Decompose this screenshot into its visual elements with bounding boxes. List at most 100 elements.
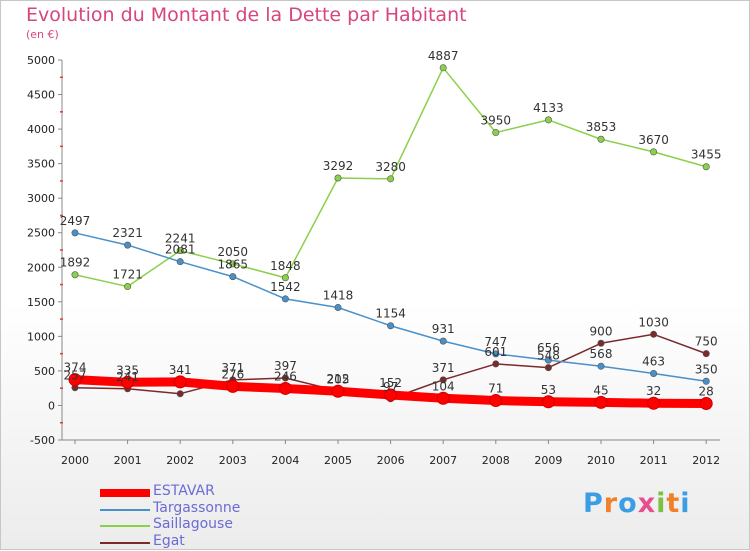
logo-letter: i bbox=[680, 488, 691, 519]
data-point-estavar bbox=[226, 379, 240, 393]
legend-label: ESTAVAR bbox=[153, 483, 215, 499]
data-point-saillagouse bbox=[702, 163, 710, 171]
data-label-targassonne: 656 bbox=[537, 341, 560, 355]
logo-letter: x bbox=[637, 488, 657, 519]
data-label-targassonne: 1154 bbox=[375, 307, 406, 321]
data-label-saillagouse: 3853 bbox=[586, 120, 617, 134]
data-point-saillagouse bbox=[387, 175, 395, 183]
data-point-targassonne bbox=[439, 337, 447, 345]
data-label-estavar: 104 bbox=[432, 379, 455, 393]
data-point-targassonne bbox=[334, 303, 342, 311]
data-label-egat: 548 bbox=[537, 349, 560, 363]
data-label-estavar: 335 bbox=[116, 363, 139, 377]
legend-item-saillagouse: Saillagouse bbox=[100, 516, 360, 534]
data-point-saillagouse bbox=[229, 260, 237, 268]
data-label-targassonne: 747 bbox=[484, 335, 507, 349]
data-label-egat: 212 bbox=[327, 372, 350, 386]
data-label-egat: 241 bbox=[116, 370, 139, 384]
data-label-estavar: 32 bbox=[646, 384, 661, 398]
legend-label: Egat bbox=[153, 532, 185, 549]
data-point-egat bbox=[492, 360, 500, 368]
data-point-targassonne bbox=[544, 356, 552, 364]
data-label-estavar: 53 bbox=[541, 383, 556, 397]
data-label-egat: 601 bbox=[484, 345, 507, 359]
data-point-targassonne bbox=[176, 258, 184, 266]
data-label-egat: 1030 bbox=[638, 315, 669, 329]
data-label-saillagouse: 1892 bbox=[60, 256, 91, 270]
data-label-targassonne: 1418 bbox=[323, 288, 354, 302]
data-label-saillagouse: 3280 bbox=[375, 160, 406, 174]
data-point-saillagouse bbox=[281, 274, 289, 282]
data-point-saillagouse bbox=[176, 247, 184, 255]
data-label-targassonne: 463 bbox=[642, 354, 665, 368]
data-point-estavar bbox=[384, 388, 398, 402]
data-point-estavar bbox=[68, 373, 82, 387]
y-tick-label: 4500 bbox=[27, 89, 55, 102]
legend-swatch bbox=[100, 489, 150, 497]
data-point-estavar bbox=[594, 395, 608, 409]
data-point-targassonne bbox=[229, 273, 237, 281]
data-label-egat: 97 bbox=[383, 380, 398, 394]
x-tick-label: 2010 bbox=[587, 454, 615, 467]
data-point-saillagouse bbox=[71, 271, 79, 279]
data-label-targassonne: 568 bbox=[590, 347, 613, 361]
data-point-targassonne bbox=[702, 377, 710, 385]
legend-label: Saillagouse bbox=[153, 516, 233, 532]
legend-swatch bbox=[100, 525, 150, 527]
x-tick-label: 2001 bbox=[114, 454, 142, 467]
y-tick-label: 3000 bbox=[27, 192, 55, 205]
data-point-egat bbox=[702, 350, 710, 358]
data-label-egat: 371 bbox=[221, 361, 244, 375]
data-label-targassonne: 1865 bbox=[218, 258, 249, 272]
data-point-estavar bbox=[436, 391, 450, 405]
data-label-estavar: 152 bbox=[379, 376, 402, 390]
y-tick-label: -500 bbox=[30, 434, 55, 447]
data-point-estavar bbox=[541, 395, 555, 409]
data-label-targassonne: 1542 bbox=[270, 280, 301, 294]
y-tick-label: 500 bbox=[34, 365, 55, 378]
legend-swatch bbox=[100, 508, 150, 511]
data-label-estavar: 28 bbox=[699, 385, 714, 399]
data-point-estavar bbox=[647, 396, 661, 410]
data-label-egat: 750 bbox=[695, 335, 718, 349]
data-point-egat bbox=[597, 339, 605, 347]
data-point-egat bbox=[439, 376, 447, 384]
data-label-targassonne: 350 bbox=[695, 362, 718, 376]
legend-item-egat: Egat bbox=[100, 532, 360, 551]
data-point-saillagouse bbox=[124, 283, 132, 291]
data-label-saillagouse: 3292 bbox=[323, 159, 354, 173]
data-label-targassonne: 2321 bbox=[112, 226, 143, 240]
logo-letter: t bbox=[666, 488, 681, 519]
chart-series bbox=[68, 64, 713, 411]
x-tick-label: 2012 bbox=[692, 454, 720, 467]
data-point-targassonne bbox=[387, 322, 395, 330]
data-label-egat: 397 bbox=[274, 359, 297, 373]
y-tick-label: 4000 bbox=[27, 123, 55, 136]
data-label-saillagouse: 3455 bbox=[691, 148, 722, 162]
data-point-saillagouse bbox=[650, 148, 658, 156]
chart-title: Evolution du Montant de la Dette par Hab… bbox=[26, 4, 467, 26]
x-tick-label: 2004 bbox=[271, 454, 299, 467]
data-point-egat bbox=[650, 330, 658, 338]
data-label-estavar: 374 bbox=[64, 361, 87, 375]
data-label-egat: 900 bbox=[590, 324, 613, 338]
x-tick-label: 2008 bbox=[482, 454, 510, 467]
data-point-estavar bbox=[121, 375, 135, 389]
data-point-egat bbox=[176, 390, 184, 398]
x-tick-label: 2006 bbox=[377, 454, 405, 467]
x-tick-label: 2011 bbox=[640, 454, 668, 467]
x-tick-label: 2003 bbox=[219, 454, 247, 467]
data-point-targassonne bbox=[650, 369, 658, 377]
legend-label: Targassonne bbox=[153, 499, 241, 516]
chart-axes: -500 0 500 1000 1500 2000 2500 3000 3500 4000 4500… bbox=[27, 54, 720, 467]
x-tick-label: 2007 bbox=[429, 454, 457, 467]
x-tick-label: 2002 bbox=[166, 454, 194, 467]
data-point-targassonne bbox=[124, 241, 132, 249]
data-point-targassonne bbox=[71, 229, 79, 237]
data-label-saillagouse: 4887 bbox=[428, 49, 459, 63]
data-point-estavar bbox=[331, 384, 345, 398]
data-label-egat: 257 bbox=[64, 369, 87, 383]
data-point-egat bbox=[281, 374, 289, 382]
